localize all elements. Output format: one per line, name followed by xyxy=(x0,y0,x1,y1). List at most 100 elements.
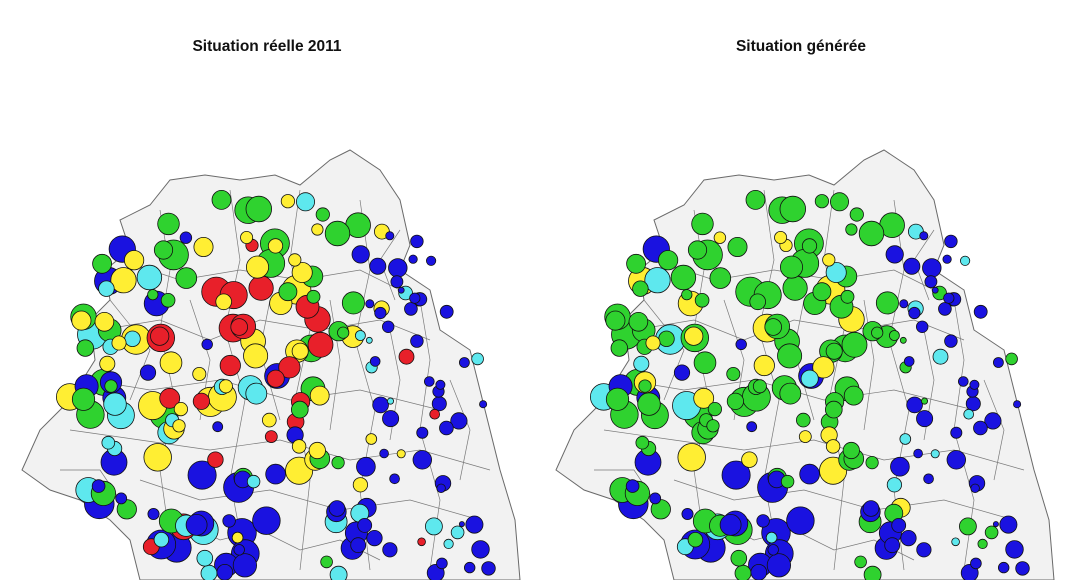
bubble-marker xyxy=(890,456,910,477)
district-line xyxy=(109,299,151,401)
bubble-marker xyxy=(984,525,999,540)
bubble-marker xyxy=(605,387,630,411)
bubble-marker xyxy=(267,238,284,254)
bubble-marker xyxy=(899,336,907,344)
bubble-marker xyxy=(920,397,928,405)
bubble-marker xyxy=(957,376,969,387)
bubble-marker xyxy=(824,400,843,419)
bubble-marker xyxy=(245,382,268,405)
bubble-marker xyxy=(372,396,389,414)
bubble-marker xyxy=(425,255,437,266)
bubble-marker xyxy=(779,255,803,279)
bubble-marker xyxy=(398,348,415,365)
bubble-marker xyxy=(862,500,880,517)
bubble-marker xyxy=(185,514,208,536)
bubble-marker xyxy=(645,335,661,351)
bubble-marker xyxy=(693,387,715,409)
bubble-marker xyxy=(382,410,400,428)
bubble-marker xyxy=(825,439,841,454)
bubble-marker xyxy=(891,518,907,533)
bubble-marker xyxy=(845,223,858,236)
bubble-marker xyxy=(374,306,387,320)
map-title-real: Situation réelle 2011 xyxy=(192,38,342,55)
bubble-marker xyxy=(628,311,649,332)
bubble-marker xyxy=(865,455,879,470)
bubble-marker xyxy=(103,392,127,416)
bubble-marker xyxy=(795,412,811,428)
bubble-marker xyxy=(923,473,934,485)
bubble-marker xyxy=(767,544,779,556)
bubble-marker xyxy=(782,275,808,301)
bubble-marker xyxy=(942,254,952,264)
bubble-marker xyxy=(350,537,367,554)
bubble-marker xyxy=(777,343,803,369)
bubble-marker xyxy=(233,544,245,556)
bubble-marker xyxy=(324,220,351,247)
bubble-marker xyxy=(658,330,675,348)
bubble-marker xyxy=(998,561,1010,574)
map-panel-real: Situation réelle 2011 xyxy=(21,38,521,580)
bubble-marker xyxy=(735,338,747,351)
bubble-marker xyxy=(94,311,115,332)
bubble-marker xyxy=(404,302,418,316)
bubble-marker xyxy=(756,514,770,528)
bubble-marker xyxy=(424,517,443,536)
bubble-marker xyxy=(930,449,940,459)
bubble-marker xyxy=(291,261,313,283)
bubble-marker xyxy=(922,258,942,278)
bubble-marker xyxy=(308,441,326,460)
bubble-marker xyxy=(863,565,882,580)
bubble-marker xyxy=(450,412,468,430)
bubble-marker xyxy=(871,326,884,339)
bubble-marker xyxy=(207,451,224,468)
bubble-marker xyxy=(741,451,758,468)
bubble-marker xyxy=(745,189,766,210)
bubble-marker xyxy=(328,500,346,517)
bubble-marker xyxy=(357,518,373,533)
bubble-marker xyxy=(829,192,849,212)
bubble-marker xyxy=(431,396,447,412)
bubble-marker xyxy=(958,517,977,536)
bubble-marker xyxy=(752,379,767,394)
bubble-marker xyxy=(786,506,815,535)
bubble-marker xyxy=(99,355,116,372)
bubble-marker xyxy=(187,460,217,490)
bubble-marker xyxy=(706,419,720,433)
bubble-marker xyxy=(443,538,454,550)
bubble-marker xyxy=(687,240,708,260)
bubble-marker xyxy=(351,245,370,264)
bubble-marker xyxy=(843,385,864,406)
bubble-marker xyxy=(172,419,186,433)
bubble-marker xyxy=(104,379,118,393)
bubble-marker xyxy=(673,364,691,381)
bubble-marker xyxy=(329,565,348,580)
bubble-marker xyxy=(638,379,652,393)
bubble-marker xyxy=(266,369,285,388)
bubble-marker xyxy=(959,255,971,266)
bubble-marker xyxy=(124,250,145,271)
bubble-marker xyxy=(410,234,424,249)
bubble-marker xyxy=(230,318,249,336)
bubble-marker xyxy=(341,291,365,315)
bubble-marker xyxy=(906,396,923,414)
bubble-marker xyxy=(159,387,181,409)
bubble-marker xyxy=(977,538,988,550)
bubble-marker xyxy=(439,304,454,319)
bubble-marker xyxy=(963,408,975,420)
bubble-marker xyxy=(632,280,649,297)
bubble-marker xyxy=(1005,352,1018,366)
bubble-marker xyxy=(658,250,679,271)
bubble-marker xyxy=(750,564,768,580)
bubble-marker xyxy=(337,326,350,339)
bubble-marker xyxy=(309,385,330,406)
bubble-marker xyxy=(913,448,923,459)
bubble-marker xyxy=(916,410,934,428)
bubble-marker xyxy=(150,326,170,346)
bubble-marker xyxy=(215,293,233,311)
bubble-marker xyxy=(749,293,767,311)
bubble-marker xyxy=(908,306,921,320)
district-line xyxy=(69,429,491,471)
bubble-marker xyxy=(365,433,378,445)
bubble-marker xyxy=(946,450,967,470)
bubble-marker xyxy=(687,532,704,548)
